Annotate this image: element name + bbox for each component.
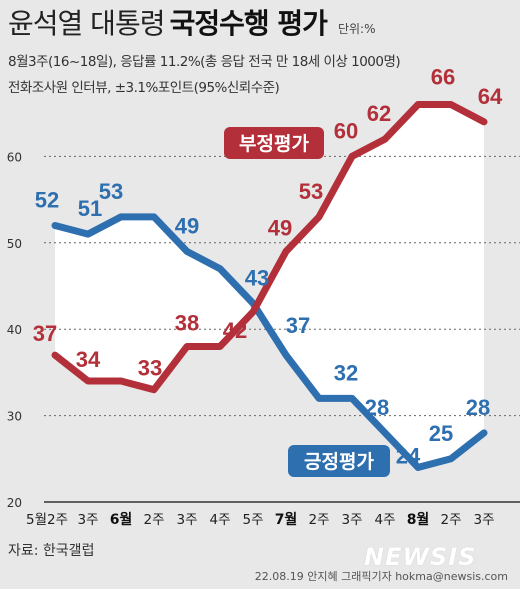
x-tick-label-4: 3주	[176, 512, 197, 528]
data-label-negative-4: 38	[175, 310, 199, 335]
data-label-positive-12: 25	[429, 421, 453, 446]
credit-label: 22.08.19 안지혜 그래픽기자 hokma@newsis.com	[254, 570, 508, 583]
data-label-positive-11: 24	[396, 443, 421, 468]
newsis-logo: NEWSIS	[364, 543, 477, 571]
data-label-negative-9: 60	[334, 118, 358, 143]
legend-positive-box	[288, 445, 390, 477]
x-tick-label-8: 2주	[308, 512, 329, 528]
data-label-negative-0: 37	[33, 321, 57, 346]
y-tick-label-50: 50	[7, 237, 22, 251]
source-label: 자료: 한국갤럽	[8, 543, 95, 559]
data-label-negative-6: 42	[223, 318, 247, 343]
data-label-negative-13: 64	[478, 84, 503, 109]
data-label-positive-2: 53	[99, 179, 123, 204]
series-line-negative	[51, 101, 488, 394]
data-label-negative-3: 33	[138, 356, 162, 381]
legend-negative-label: 부정평가	[239, 133, 309, 155]
x-tick-label-13: 3주	[473, 512, 494, 528]
y-tick-label-60: 60	[7, 150, 22, 164]
data-label-positive-13: 28	[466, 395, 490, 420]
legend-positive-label: 긍정평가	[304, 451, 374, 473]
data-label-positive-9: 32	[334, 360, 358, 385]
x-tick-label-12: 2주	[440, 512, 461, 528]
data-label-negative-1: 34	[76, 347, 101, 372]
data-label-positive-1: 51	[78, 196, 102, 221]
title-light: 윤석열 대통령	[8, 7, 165, 40]
data-label-positive-10: 28	[365, 395, 389, 420]
x-tick-label-3: 2주	[143, 512, 164, 528]
subtitle-survey: 8월3주(16~18일), 응답률 11.2%(총 응답 전국 만 18세 이상…	[8, 54, 401, 70]
data-label-positive-7: 37	[286, 313, 310, 338]
data-label-negative-7: 49	[268, 215, 292, 240]
x-tick-label-6: 5주	[242, 512, 263, 528]
unit-label: 단위:%	[337, 22, 376, 36]
y-tick-label-30: 30	[7, 410, 22, 424]
data-label-positive-4: 49	[175, 213, 199, 238]
series-line-positive	[51, 213, 488, 471]
y-tick-label-40: 40	[7, 323, 22, 337]
chart-title: 윤석열 대통령 국정수행 평가 단위:%	[8, 2, 376, 42]
x-tick-label-7: 7월	[275, 511, 298, 528]
data-label-negative-8: 53	[299, 179, 323, 204]
data-label-positive-6: 43	[245, 265, 269, 290]
subtitle-method: 전화조사원 인터뷰, ±3.1%포인트(95%신뢰수준)	[8, 80, 280, 96]
data-label-negative-10: 62	[367, 101, 391, 126]
legend-negative-box	[224, 127, 324, 159]
x-tick-label-2: 6월	[110, 511, 133, 528]
data-label-negative-12: 66	[431, 65, 455, 90]
y-tick-label-20: 20	[7, 496, 22, 510]
x-tick-label-1: 3주	[77, 512, 98, 528]
x-tick-label-10: 4주	[374, 512, 395, 528]
title-bold: 국정수행 평가	[169, 7, 328, 40]
data-label-positive-0: 52	[35, 188, 59, 213]
x-tick-label-5: 4주	[209, 512, 230, 528]
x-tick-label-11: 8월	[407, 511, 430, 528]
x-tick-label-9: 3주	[341, 512, 362, 528]
x-tick-label-0: 5월2주	[26, 512, 68, 528]
